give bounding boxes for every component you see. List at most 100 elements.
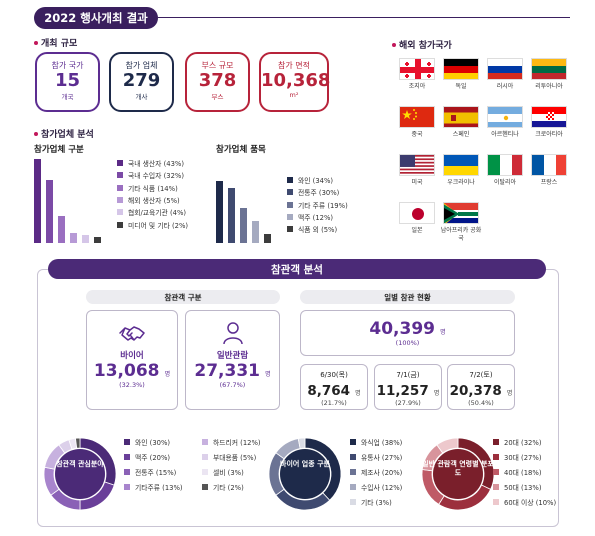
daily-visit-title: 일별 참관 현황 <box>300 290 515 304</box>
donut-center <box>433 449 483 499</box>
country-name: 미국 <box>411 179 423 186</box>
country-name: 크로아티아 <box>535 131 563 138</box>
legend-swatch <box>350 469 356 476</box>
country-name: 러시아 <box>496 83 514 90</box>
flag-usa-icon <box>399 154 435 176</box>
bullet-icon <box>34 131 38 136</box>
legend-item: 맥주 (12%) <box>287 211 348 223</box>
legend-label: 60대 이상 (10%) <box>504 499 557 508</box>
legend-swatch <box>117 160 123 167</box>
legend-item: 제조사 (20%) <box>350 466 402 478</box>
legend-item: 기타 주류 (19%) <box>287 199 348 211</box>
donut-center <box>280 449 330 499</box>
legend-label: 맥주 (12%) <box>298 214 334 223</box>
country-name: 리투아니아 <box>535 83 563 90</box>
flag-italy-icon <box>487 154 523 176</box>
legend-swatch <box>202 469 208 476</box>
legend-label: 기타주류 (13%) <box>135 484 183 493</box>
country-name: 프랑스 <box>540 179 558 186</box>
legend-label: 기타 (2%) <box>213 484 244 493</box>
legend-label: 30대 (27%) <box>504 454 542 463</box>
flag-argentina-icon <box>487 106 523 128</box>
legend-label: 기타 (3%) <box>361 499 392 508</box>
legend-item: 60대 이상 (10%) <box>493 496 556 508</box>
legend-label: 20대 (32%) <box>504 439 542 448</box>
exhibitor-items-legend: 와인 (34%) 전통주 (30%) 기타 주류 (19%) 맥주 (12%) 식품 외… <box>287 174 348 235</box>
legend-item: 30대 (27%) <box>493 451 541 463</box>
country-name: 이탈리아 <box>493 179 517 186</box>
interest-donut-title: 참관객 관심분야 <box>56 460 104 468</box>
buyer-card: 바이어 13,068 명 (32.3%) <box>86 310 178 410</box>
legend-swatch <box>493 484 499 491</box>
legend-swatch <box>287 214 293 221</box>
buyer-industry-donut-title: 바이어 업종 구분 <box>280 460 330 468</box>
visitor-division-title: 참관객 구분 <box>86 290 280 304</box>
exhibitor-division-legend: 국내 생산자 (43%) 국내 수입자 (32%) 기타 식품 (14%) 해외 생산… <box>117 157 188 231</box>
legend-swatch <box>350 484 356 491</box>
legend-swatch <box>124 469 130 476</box>
country-name: 아르헨티나 <box>491 131 519 138</box>
buyer-industry-donut-center: 바이어 업종 구분 <box>275 460 335 469</box>
daily-total-card: 40,399 명 (100%) <box>300 310 515 356</box>
flag-france-icon <box>531 154 567 176</box>
legend-swatch <box>350 439 356 446</box>
legend-item: 전통주 (15%) <box>124 466 176 478</box>
person-icon <box>222 322 243 345</box>
legend-label: 해외 생산자 (5%) <box>128 197 180 206</box>
bar-6 <box>94 237 101 243</box>
donut-slice-8 <box>75 437 81 449</box>
flag-china-icon <box>399 106 435 128</box>
flag-ukraine-icon <box>443 154 479 176</box>
legend-label: 맥주 (20%) <box>135 454 171 463</box>
legend-swatch <box>117 209 123 216</box>
legend-label: 국내 생산자 (43%) <box>128 160 184 169</box>
legend-label: 와인 (30%) <box>135 439 171 448</box>
legend-swatch <box>124 439 130 446</box>
legend-swatch <box>117 184 123 191</box>
legend-item: 기타 (2%) <box>202 481 244 493</box>
legend-label: 기타 식품 (14%) <box>128 184 178 193</box>
flag-germany-icon <box>443 58 479 80</box>
age-donut-title: 일반 관람객 연령별 분포도 <box>422 460 494 477</box>
legend-swatch <box>202 484 208 491</box>
legend-label: 기타 주류 (19%) <box>298 201 348 210</box>
legend-label: 제조사 (20%) <box>361 469 403 478</box>
donut-center <box>55 449 105 499</box>
legend-item: 와인 (30%) <box>124 436 170 448</box>
country-name: 스페인 <box>452 131 470 138</box>
legend-swatch <box>124 454 130 461</box>
legend-item: 유통사 (27%) <box>350 451 402 463</box>
legend-item: 50대 (13%) <box>493 481 541 493</box>
exhibitor-items-title: 참가업체 품목 <box>216 145 266 155</box>
interest-donut-center: 참관객 관심분야 <box>50 460 110 469</box>
bar-2 <box>46 180 53 243</box>
daily-card-day1: 6/30(목) 8,764 명 (21.7%) <box>300 364 368 410</box>
age-donut-chart <box>421 437 495 511</box>
legend-item: 기타 (3%) <box>350 496 392 508</box>
age-donut-center: 일반 관람객 연령별 분포도 <box>420 460 496 478</box>
section-exhibitor-heading: 참가업체 분석 <box>34 127 94 140</box>
flag-japan-icon <box>399 202 435 224</box>
country-name: 조지아 <box>408 83 426 90</box>
legend-swatch <box>117 221 123 228</box>
bullet-icon <box>392 42 396 47</box>
title-divider <box>158 17 570 18</box>
legend-item: 기타주류 (13%) <box>124 481 183 493</box>
legend-label: 와인 (34%) <box>298 177 334 186</box>
daily-card-day3: 7/2(토) 20,378 명 (50.4%) <box>447 364 515 410</box>
legend-swatch <box>493 469 499 476</box>
legend-item: 수입사 (12%) <box>350 481 402 493</box>
legend-item: 전통주 (30%) <box>287 186 348 198</box>
legend-swatch <box>124 484 130 491</box>
legend-swatch <box>117 172 123 179</box>
interest-donut-chart <box>43 437 117 511</box>
country-name: 남아프리카 공화국 <box>440 227 482 242</box>
bar-4 <box>252 221 259 243</box>
legend-label: 셀비 (3%) <box>213 469 244 478</box>
country-name: 중국 <box>411 131 423 138</box>
stat-countries: 참가 국가 15 개국 <box>35 52 100 112</box>
legend-swatch <box>202 454 208 461</box>
flag-georgia-icon <box>399 58 435 80</box>
legend-item: 와인 (34%) <box>287 174 348 186</box>
legend-swatch <box>287 201 293 208</box>
